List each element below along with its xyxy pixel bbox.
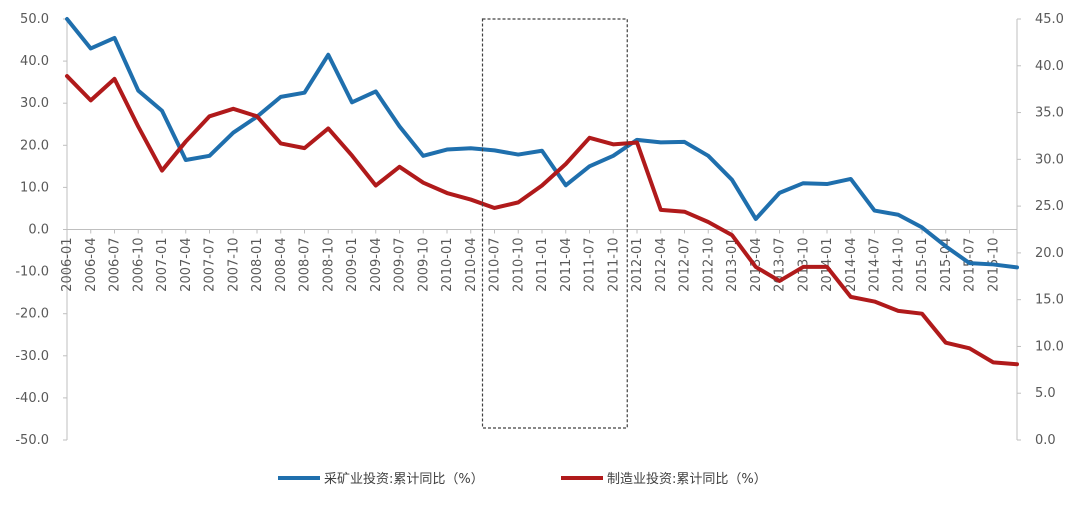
- x-tick-label: 2011-04: [559, 238, 574, 292]
- right-y-tick-label: 20.0: [1035, 246, 1064, 261]
- x-tick-label: 2011-07: [583, 238, 598, 292]
- manufacturing-investment-line: [65, 74, 1019, 367]
- left-y-tick-label: -10.0: [15, 265, 49, 280]
- x-tick-label: 2010-01: [440, 238, 455, 292]
- x-tick-label: 2010-10: [511, 238, 526, 292]
- left-y-axis-ticks: -50.0 -40.0 -30.0 -20.0 -10.0 0.0 10.0 20.0 30.0…: [15, 12, 67, 448]
- x-tick-label: 2011-01: [535, 238, 550, 292]
- x-tick-label: 2009-01: [345, 238, 360, 292]
- highlight-dashed-box: [481, 18, 628, 429]
- x-tick-label: 2013-07: [773, 238, 788, 292]
- x-tick-label: 2014-01: [820, 238, 835, 292]
- x-tick-label: 2012-07: [678, 238, 693, 292]
- x-tick-label: 2014-07: [868, 238, 883, 292]
- left-y-tick-label: -20.0: [15, 307, 49, 322]
- x-tick-label: 2007-07: [203, 238, 218, 292]
- x-tick-label: 2009-07: [393, 238, 408, 292]
- right-y-axis-ticks: 0.0 5.0 10.0 15.0 20.0 25.0 30.0 35.0 40.0 45.0: [1017, 12, 1064, 448]
- left-y-tick-label: 30.0: [20, 96, 49, 111]
- x-tick-label: 2008-10: [321, 238, 336, 292]
- left-y-tick-label: -40.0: [15, 391, 49, 406]
- right-y-tick-label: 0.0: [1035, 433, 1056, 448]
- x-tick-label: 2008-07: [298, 238, 313, 292]
- x-tick-label: 2014-10: [891, 238, 906, 292]
- left-y-tick-label: -50.0: [15, 433, 49, 448]
- x-tick-label: 2007-04: [179, 238, 194, 292]
- legend-label-manufacturing: 制造业投资:累计同比（%）: [607, 471, 767, 487]
- x-tick-label: 2012-10: [701, 238, 716, 292]
- x-tick-label: 2013-01: [725, 238, 740, 292]
- right-y-tick-label: 45.0: [1035, 12, 1064, 27]
- x-tick-label: 2008-01: [250, 238, 265, 292]
- x-tick-label: 2006-07: [108, 238, 123, 292]
- right-y-tick-label: 35.0: [1035, 106, 1064, 121]
- x-tick-label: 2012-01: [630, 238, 645, 292]
- right-y-tick-label: 10.0: [1035, 339, 1064, 354]
- left-y-tick-label: 0.0: [28, 223, 49, 238]
- x-tick-label: 2009-10: [416, 238, 431, 292]
- left-y-tick-label: 50.0: [20, 12, 49, 27]
- right-y-tick-label: 15.0: [1035, 293, 1064, 308]
- x-tick-label: 2010-04: [464, 238, 479, 292]
- left-y-tick-label: 20.0: [20, 138, 49, 153]
- legend: 采矿业投资:累计同比（%） 制造业投资:累计同比（%）: [278, 471, 767, 487]
- x-tick-label: 2014-04: [844, 238, 859, 292]
- left-y-tick-label: 10.0: [20, 180, 49, 195]
- x-tick-label: 2006-10: [131, 238, 146, 292]
- x-tick-label: 2006-04: [84, 238, 99, 292]
- series-layer: [65, 17, 1019, 367]
- x-tick-label: 2009-04: [369, 238, 384, 292]
- right-y-tick-label: 40.0: [1035, 59, 1064, 74]
- legend-label-mining: 采矿业投资:累计同比（%）: [324, 471, 484, 487]
- highlight-layer: [481, 18, 628, 429]
- x-tick-label: 2010-07: [488, 238, 503, 292]
- right-y-tick-label: 25.0: [1035, 199, 1064, 214]
- x-tick-label: 2012-04: [654, 238, 669, 292]
- x-tick-label: 2007-10: [226, 238, 241, 292]
- x-tick-label: 2006-01: [60, 238, 75, 292]
- mining-investment-line: [65, 17, 1019, 270]
- x-tick-label: 2013-10: [796, 238, 811, 292]
- x-axis-ticks: 2006-01 2006-04 2006-07 2006-10 2007-01 2007-…: [60, 229, 1001, 292]
- x-tick-label: 2008-04: [274, 238, 289, 292]
- left-y-tick-label: 40.0: [20, 54, 49, 69]
- x-tick-label: 2011-10: [606, 238, 621, 292]
- right-y-tick-label: 30.0: [1035, 152, 1064, 167]
- right-y-tick-label: 5.0: [1035, 386, 1056, 401]
- x-tick-label: 2015-01: [915, 238, 930, 292]
- left-y-tick-label: -30.0: [15, 349, 49, 364]
- x-tick-label: 2007-01: [155, 238, 170, 292]
